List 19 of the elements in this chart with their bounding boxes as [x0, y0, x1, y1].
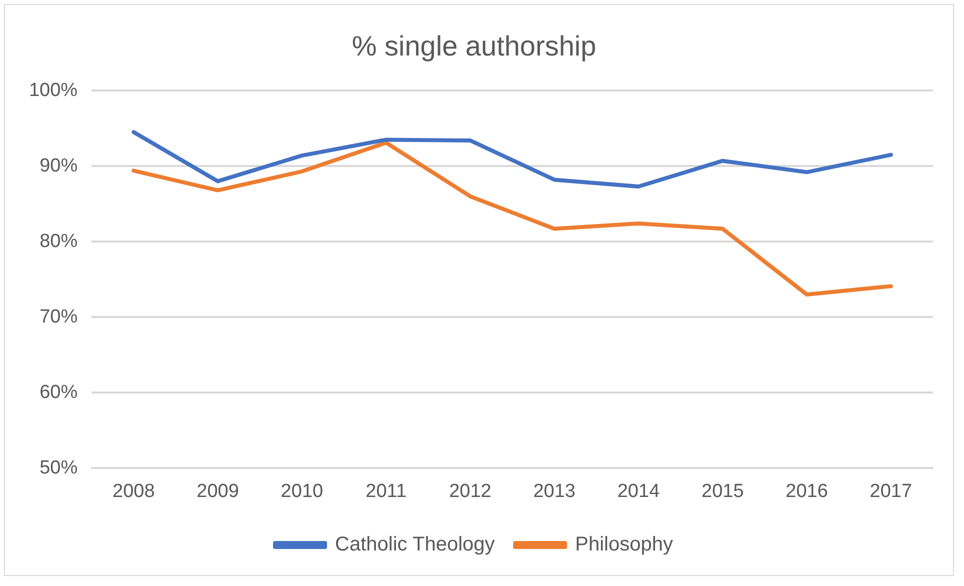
- x-tick-label: 2009: [196, 480, 239, 502]
- x-tick-label: 2013: [533, 480, 576, 502]
- legend-label: Philosophy: [575, 534, 673, 556]
- y-tick-label: 90%: [40, 155, 78, 176]
- x-tick-label: 2014: [617, 480, 660, 502]
- x-tick-label: 2012: [449, 480, 492, 502]
- x-tick-label: 2010: [280, 480, 324, 502]
- y-tick-label: 80%: [40, 230, 78, 252]
- y-tick-label: 60%: [40, 382, 78, 403]
- x-tick-label: 2017: [870, 480, 912, 502]
- legend-label: Catholic Theology: [335, 534, 495, 556]
- y-tick-label: 50%: [40, 457, 78, 478]
- x-tick-label: 2008: [112, 480, 155, 502]
- x-tick-label: 2015: [702, 480, 744, 502]
- x-tick-label: 2016: [786, 480, 828, 502]
- chart-title: % single authorship: [352, 30, 596, 62]
- x-tick-label: 2011: [366, 480, 407, 502]
- y-tick-label: 100%: [28, 80, 78, 101]
- y-tick-label: 70%: [40, 306, 78, 328]
